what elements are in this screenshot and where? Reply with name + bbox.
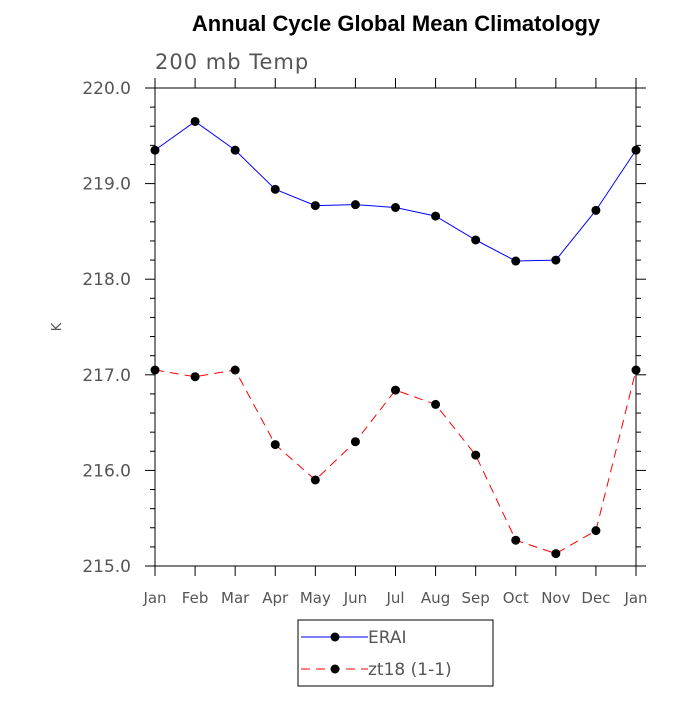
y-tick-label: 220.0 <box>82 79 131 99</box>
x-tick-label: Oct <box>503 589 529 607</box>
legend-marker-1 <box>330 632 340 642</box>
y-tick-label: 217.0 <box>82 366 131 386</box>
series-1-point <box>391 203 400 212</box>
x-tick-label: Mar <box>221 589 250 607</box>
chart-subtitle: 200 mb Temp <box>155 50 309 74</box>
series-2-point <box>230 365 240 375</box>
legend: ERAI zt18 (1-1) <box>297 619 494 687</box>
series-2-point <box>391 385 400 395</box>
x-tick-label: May <box>300 589 331 607</box>
x-tick-label: Dec <box>581 589 610 607</box>
series-1-point <box>471 235 481 245</box>
series-2-point <box>350 437 360 447</box>
series-1-point <box>150 145 160 155</box>
legend-label-2: zt18 (1-1) <box>368 660 452 680</box>
legend-box <box>297 619 494 687</box>
x-tick-label: Jan <box>142 589 166 607</box>
series-2-point <box>631 365 641 375</box>
x-tick-label: Jun <box>343 589 367 607</box>
x-tick-label: Jan <box>623 589 647 607</box>
y-axis-label: K <box>50 322 65 331</box>
series-2-point <box>431 399 441 409</box>
series-2-point <box>270 440 280 450</box>
series-1-point <box>631 145 641 155</box>
series-1-point <box>270 184 280 194</box>
x-tick-label: Sep <box>462 589 490 607</box>
y-tick-label: 215.0 <box>82 557 131 577</box>
legend-marker-2 <box>330 664 340 674</box>
series-2-point <box>190 372 200 382</box>
series-2-point <box>310 475 320 485</box>
y-tick-label: 219.0 <box>82 175 131 195</box>
series-1-point <box>190 116 200 126</box>
x-tick-label: Feb <box>182 589 209 607</box>
series-2-point <box>511 535 521 545</box>
x-tick-label: Nov <box>541 589 570 607</box>
series-1-point <box>310 201 320 211</box>
series-1-point <box>511 256 521 266</box>
chart-title: Annual Cycle Global Mean Climatology <box>192 11 601 36</box>
series-line-2 <box>154 369 637 555</box>
series-1-point <box>350 200 360 210</box>
series-1-point <box>230 145 240 155</box>
y-tick-label: 216.0 <box>82 461 131 481</box>
series-1-point <box>431 211 441 221</box>
plot-area: 215.0 216.0 217.0 218.0 219.0 220.0 Jan Feb Mar A… <box>82 78 648 607</box>
y-tick-label: 218.0 <box>82 270 131 290</box>
series-2-point <box>551 549 561 559</box>
series-line-1 <box>154 120 637 262</box>
series-1-point <box>591 205 601 215</box>
legend-label-1: ERAI <box>368 628 407 648</box>
series-2-point <box>471 450 481 460</box>
series-2-point <box>591 526 601 536</box>
x-tick-label: Aug <box>421 589 450 607</box>
plot-frame <box>154 87 637 567</box>
x-tick-label: Apr <box>262 589 289 607</box>
series-1-point <box>551 255 561 265</box>
series-2-point <box>150 365 160 375</box>
x-tick-label: Jul <box>385 589 404 607</box>
